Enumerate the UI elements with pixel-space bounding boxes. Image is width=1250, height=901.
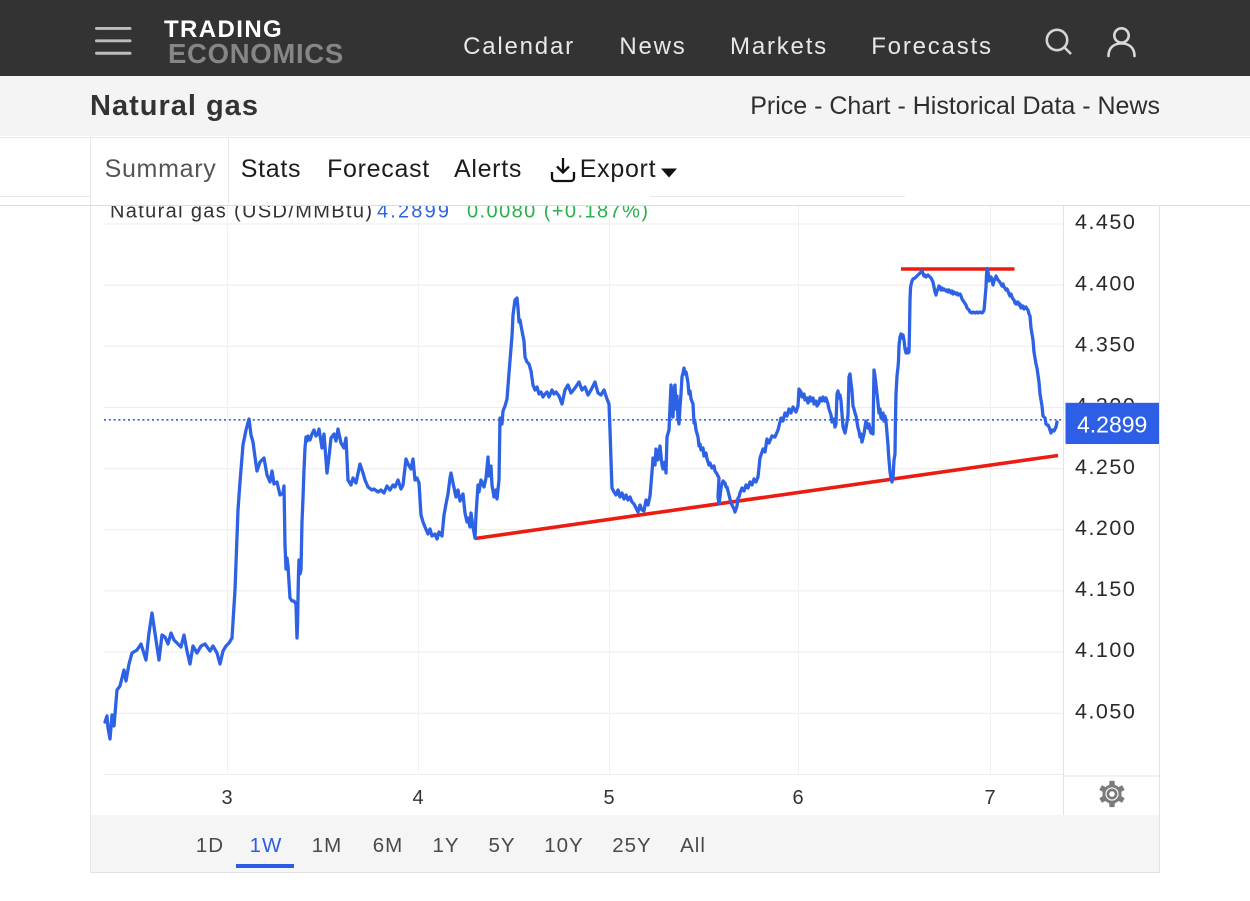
svg-text:4.2899: 4.2899 <box>377 200 449 222</box>
svg-text:4: 4 <box>412 787 423 809</box>
svg-text:0.0080 (+0.187%): 0.0080 (+0.187%) <box>467 200 648 222</box>
svg-text:4.400: 4.400 <box>1075 271 1136 295</box>
svg-text:4.100: 4.100 <box>1075 638 1136 662</box>
svg-text:4.2899: 4.2899 <box>1077 411 1147 437</box>
svg-text:4.050: 4.050 <box>1075 699 1136 723</box>
svg-text:5: 5 <box>603 787 614 809</box>
svg-text:6: 6 <box>792 787 803 809</box>
svg-text:4.200: 4.200 <box>1075 516 1136 540</box>
svg-text:3: 3 <box>221 787 232 809</box>
svg-text:7: 7 <box>984 787 995 809</box>
svg-text:4.450: 4.450 <box>1075 210 1136 234</box>
svg-text:4.150: 4.150 <box>1075 577 1136 601</box>
svg-text:4.250: 4.250 <box>1075 455 1136 479</box>
svg-text:4.350: 4.350 <box>1075 333 1136 357</box>
